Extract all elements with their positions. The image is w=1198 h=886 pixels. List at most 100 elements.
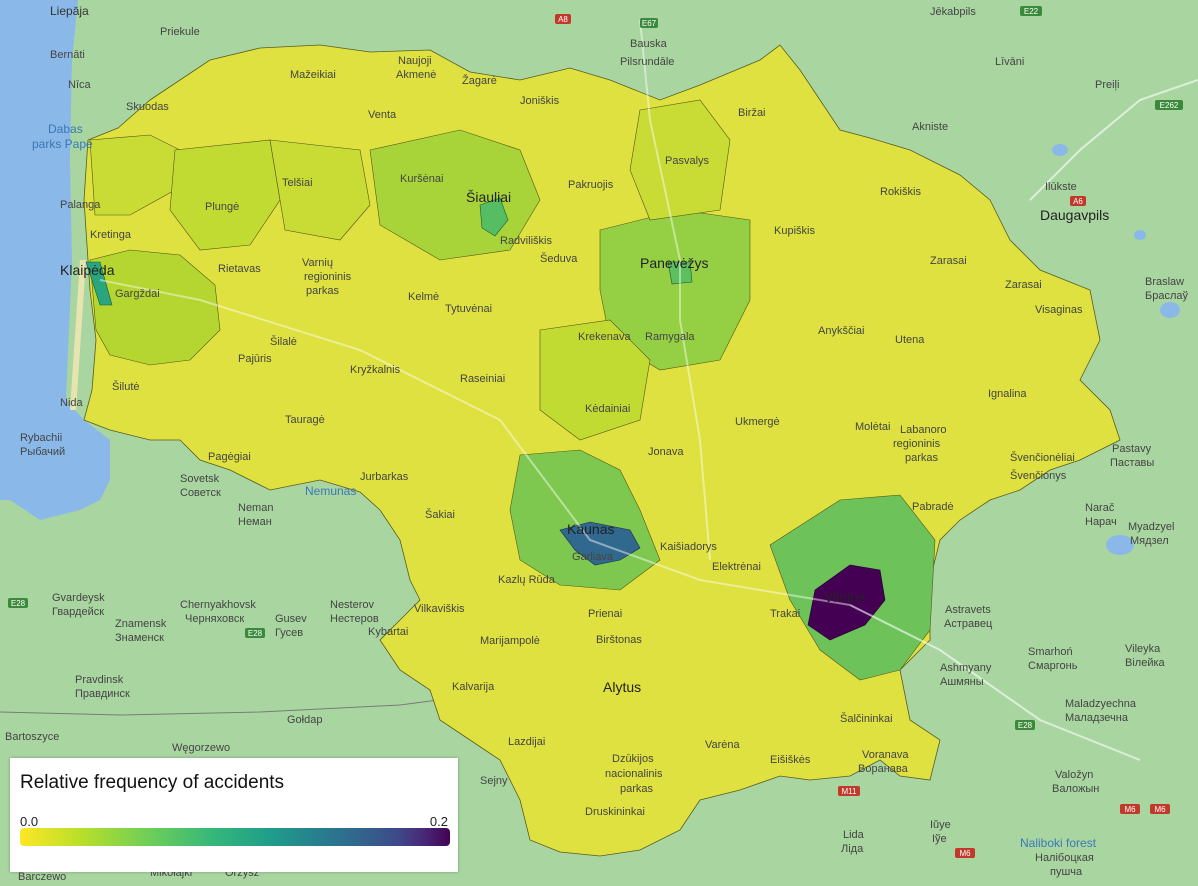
region-green (269, 139, 371, 241)
region-green (599, 209, 751, 371)
svg-text:Neman: Neman (238, 502, 273, 514)
svg-text:Ашмяны: Ашмяны (940, 676, 984, 688)
road-shields: A8 E67 E262 E22 A6 E28 E28 E28 M11 M6 M6… (8, 6, 1183, 858)
svg-text:Zarasai: Zarasai (930, 255, 967, 267)
svg-text:Ignalina: Ignalina (988, 388, 1027, 400)
svg-text:Vileyka: Vileyka (1125, 643, 1161, 655)
svg-text:Bartoszyce: Bartoszyce (5, 731, 59, 743)
svg-text:Šakiai: Šakiai (425, 508, 455, 521)
svg-text:Druskininkai: Druskininkai (585, 806, 645, 818)
road (639, 19, 711, 561)
svg-text:Joniškis: Joniškis (520, 95, 560, 107)
svg-text:Черняховск: Черняховск (185, 613, 244, 625)
curonian-lagoon (0, 400, 110, 520)
svg-text:Ashmyany: Ashmyany (940, 662, 992, 674)
svg-text:parks Pape: parks Pape (32, 137, 93, 151)
place-labels: Liepāja Priekule Bernāti Nīca Dabas park… (5, 4, 1188, 883)
svg-text:Šalčininkai: Šalčininkai (840, 712, 893, 725)
svg-text:Jurbarkas: Jurbarkas (360, 471, 409, 483)
svg-text:Visaginas: Visaginas (1035, 304, 1083, 316)
svg-text:parkas: parkas (306, 285, 340, 297)
legend-max-label: 0.2 (429, 814, 448, 829)
lake (1160, 302, 1180, 318)
road (99, 279, 851, 606)
svg-text:Labanoro: Labanoro (900, 424, 947, 436)
svg-text:E28: E28 (248, 629, 263, 638)
svg-text:Biržai: Biržai (738, 107, 766, 119)
svg-text:A8: A8 (558, 15, 568, 24)
border-line (0, 699, 439, 716)
svg-text:Molėtai: Molėtai (855, 421, 890, 433)
svg-text:Prienai: Prienai (588, 608, 622, 620)
svg-text:Palanga: Palanga (60, 199, 101, 211)
lake (1134, 230, 1146, 240)
svg-text:Barczewo: Barczewo (18, 871, 66, 883)
svg-text:Elektrėnai: Elektrėnai (712, 561, 761, 573)
svg-text:Zarasai: Zarasai (1005, 279, 1042, 291)
svg-text:Pastavy: Pastavy (1112, 443, 1152, 455)
svg-text:пушча: пушча (1050, 866, 1083, 878)
svg-text:Voranava: Voranava (862, 749, 909, 761)
svg-text:Birštonas: Birštonas (596, 634, 642, 646)
svg-text:Šeduva: Šeduva (540, 252, 578, 265)
svg-text:Іўе: Іўе (932, 833, 947, 845)
svg-text:Ukmergė: Ukmergė (735, 416, 780, 428)
svg-text:Sejny: Sejny (480, 775, 508, 787)
svg-text:Валожын: Валожын (1052, 783, 1099, 795)
svg-text:regioninis: regioninis (893, 438, 941, 450)
svg-text:Varėna: Varėna (705, 739, 741, 751)
klaipeda-city (85, 261, 113, 306)
svg-text:Plungė: Plungė (205, 201, 239, 213)
svg-text:Pilsrundāle: Pilsrundāle (620, 56, 674, 68)
svg-text:Akmenė: Akmenė (396, 69, 436, 81)
svg-text:Kelmė: Kelmė (408, 291, 439, 303)
legend-min-label: 0.0 (20, 814, 39, 829)
svg-text:Pagėgiai: Pagėgiai (208, 451, 251, 463)
svg-text:Węgorzewo: Węgorzewo (172, 742, 230, 754)
svg-text:Līvāni: Līvāni (995, 56, 1024, 68)
svg-text:Нарач: Нарач (1085, 516, 1117, 528)
svg-text:Kėdainiai: Kėdainiai (585, 403, 630, 415)
svg-text:Raseiniai: Raseiniai (460, 373, 505, 385)
svg-text:Švenčionėliai: Švenčionėliai (1010, 451, 1075, 464)
svg-text:Смаргонь: Смаргонь (1028, 660, 1078, 672)
svg-text:E28: E28 (1018, 721, 1033, 730)
svg-text:Venta: Venta (368, 109, 397, 121)
svg-text:Valožyn: Valožyn (1055, 769, 1093, 781)
svg-text:Pravdinsk: Pravdinsk (75, 674, 124, 686)
svg-text:Rybachii: Rybachii (20, 432, 62, 444)
svg-text:Kaišiadorys: Kaišiadorys (660, 541, 717, 553)
svg-text:Garliava: Garliava (572, 551, 614, 563)
svg-text:E28: E28 (11, 599, 26, 608)
lake (1052, 144, 1068, 156)
svg-text:Nīca: Nīca (68, 79, 92, 91)
svg-text:Utena: Utena (895, 334, 925, 346)
kaunas-city (559, 521, 641, 566)
svg-text:M6: M6 (1124, 805, 1136, 814)
svg-text:Nida: Nida (60, 397, 84, 409)
svg-text:Marijampolė: Marijampolė (480, 635, 540, 647)
svg-text:Ilūkste: Ilūkste (1045, 181, 1077, 193)
svg-text:Naujoji: Naujoji (398, 55, 432, 67)
svg-text:A6: A6 (1073, 197, 1083, 206)
svg-text:Daugavpils: Daugavpils (1040, 207, 1109, 223)
svg-text:Pajūris: Pajūris (238, 353, 272, 365)
road (1029, 79, 1198, 201)
svg-text:Kuršėnai: Kuršėnai (400, 173, 443, 185)
svg-text:Telšiai: Telšiai (282, 177, 313, 189)
svg-text:Ramygala: Ramygala (645, 331, 695, 343)
svg-text:Astravets: Astravets (945, 604, 991, 616)
svg-text:Sovetsk: Sovetsk (180, 473, 220, 485)
svg-text:Неман: Неман (238, 516, 272, 528)
svg-text:Маладзечна: Маладзечна (1065, 712, 1129, 724)
svg-text:Nemunas: Nemunas (305, 484, 356, 498)
svg-text:Alytus: Alytus (603, 679, 641, 695)
svg-text:Паставы: Паставы (1110, 457, 1154, 469)
svg-text:Vilnius: Vilnius (824, 589, 865, 605)
svg-text:nacionalinis: nacionalinis (605, 768, 663, 780)
svg-text:Liepāja: Liepāja (50, 4, 89, 18)
lake (1106, 535, 1134, 555)
svg-text:Šilalė: Šilalė (270, 335, 297, 348)
svg-text:Lida: Lida (843, 829, 865, 841)
